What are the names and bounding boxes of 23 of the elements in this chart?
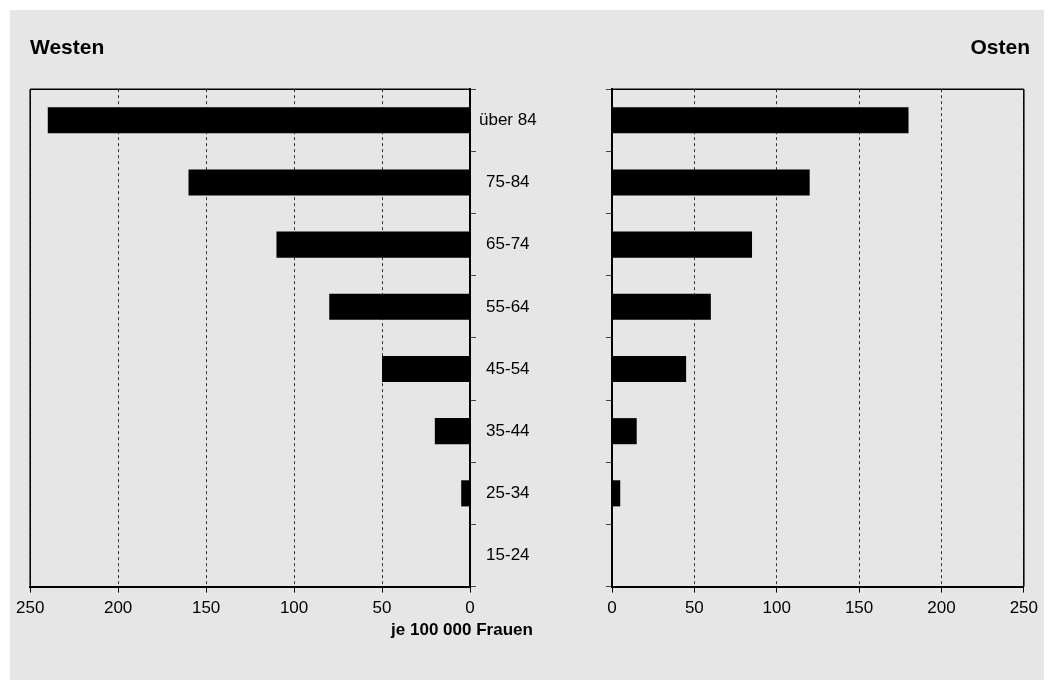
x-tick-label: 0 — [465, 598, 475, 618]
y-tick-label: 15-24 — [486, 545, 530, 565]
chart-title: Osten — [970, 35, 1030, 59]
y-tick-label: 45-54 — [486, 358, 530, 378]
x-tick-label: 250 — [1009, 598, 1039, 618]
y-tick-label: 75-84 — [486, 172, 530, 192]
x-tick-label: 150 — [844, 598, 874, 618]
y-tick-label: 25-34 — [486, 483, 530, 503]
x-tick-label: 250 — [15, 598, 45, 618]
y-tick-label: 55-64 — [486, 296, 530, 316]
x-tick-label: 100 — [762, 598, 791, 618]
y-tick-label: 35-44 — [486, 420, 530, 440]
x-tick-label: 0 — [607, 598, 617, 618]
x-axis-title: je 100 000 Frauen — [389, 620, 534, 640]
x-tick-label: 200 — [927, 598, 956, 618]
y-tick-label: über 84 — [478, 109, 537, 129]
x-tick-label: 200 — [103, 598, 133, 618]
y-tick-label: 65-74 — [486, 234, 530, 254]
x-tick-label: 100 — [279, 598, 309, 618]
x-tick-label: 50 — [684, 598, 704, 618]
x-tick-label: 50 — [372, 598, 392, 618]
chart-title: Westen — [30, 35, 105, 59]
x-tick-label: 150 — [191, 598, 221, 618]
